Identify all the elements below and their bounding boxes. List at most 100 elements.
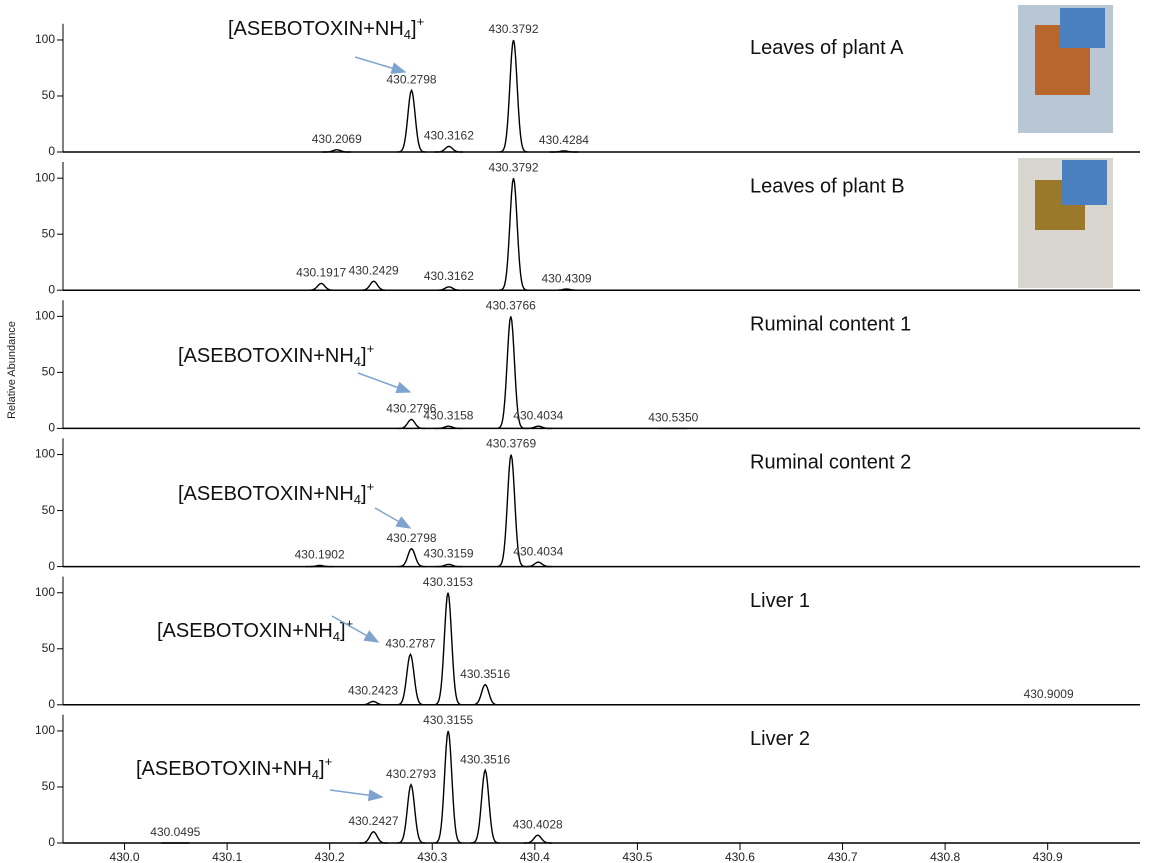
annotation-part: ] bbox=[361, 345, 367, 367]
panel-title: Ruminal content 1 bbox=[750, 313, 911, 335]
photo-glove-b bbox=[1062, 160, 1107, 205]
peak bbox=[396, 652, 425, 706]
peak-label: 430.3159 bbox=[424, 547, 474, 561]
panel-title: Liver 1 bbox=[750, 590, 810, 612]
peak bbox=[397, 88, 426, 153]
peak-label: 430.2793 bbox=[386, 767, 436, 781]
annotation-part: [ASEBOTOXIN+NH bbox=[157, 620, 333, 642]
peak-label: 430.2427 bbox=[348, 814, 398, 828]
annotation-part: ] bbox=[361, 483, 367, 505]
peak-label: 430.3769 bbox=[486, 437, 536, 451]
annotation: [ASEBOTOXIN+NH4]+ bbox=[178, 341, 374, 369]
peak bbox=[434, 730, 463, 844]
peak bbox=[524, 425, 553, 430]
peak bbox=[434, 563, 463, 568]
y-tick-label: 100 bbox=[35, 32, 55, 46]
peak-label: 430.3766 bbox=[486, 299, 536, 313]
peak bbox=[552, 288, 581, 291]
peak bbox=[499, 39, 528, 153]
x-tick-label: 430.9 bbox=[1033, 850, 1063, 863]
peak bbox=[305, 564, 334, 568]
peak-label: 430.4034 bbox=[513, 408, 563, 422]
y-tick-label: 100 bbox=[35, 585, 55, 599]
x-tick-label: 430.4 bbox=[520, 850, 550, 863]
annotation-part: 4 bbox=[333, 629, 340, 644]
annotation: [ASEBOTOXIN+NH4]+ bbox=[136, 754, 332, 782]
peak bbox=[471, 683, 500, 706]
peak-label: 430.3155 bbox=[423, 713, 473, 727]
peak bbox=[524, 561, 553, 568]
panel-title: Leaves of plant B bbox=[750, 175, 905, 197]
peak-label: 430.3158 bbox=[423, 408, 473, 422]
panel-title: Ruminal content 2 bbox=[750, 452, 911, 474]
annotation: [ASEBOTOXIN+NH4]+ bbox=[228, 14, 424, 42]
y-tick-label: 50 bbox=[42, 503, 56, 517]
peak bbox=[499, 178, 528, 291]
annotation-part: 4 bbox=[404, 27, 411, 42]
peak bbox=[397, 418, 426, 430]
x-tick-label: 430.3 bbox=[417, 850, 447, 863]
annotation: [ASEBOTOXIN+NH4]+ bbox=[178, 479, 374, 507]
y-tick-label: 100 bbox=[35, 447, 55, 461]
peak-label: 430.3162 bbox=[424, 129, 474, 143]
annotation-part: + bbox=[417, 14, 425, 29]
peak-label: 430.2423 bbox=[348, 684, 398, 698]
peak bbox=[359, 831, 388, 844]
peak bbox=[434, 145, 463, 153]
annotation-arrow bbox=[357, 372, 412, 394]
annotation-part: [ASEBOTOXIN+NH bbox=[178, 483, 354, 505]
peak-label: 430.5350 bbox=[648, 411, 698, 425]
peak-label: 430.2796 bbox=[386, 402, 436, 416]
annotation-arrow bbox=[329, 789, 384, 802]
y-tick-label: 0 bbox=[48, 835, 55, 849]
peak bbox=[359, 700, 388, 706]
x-tick-label: 430.1 bbox=[212, 850, 242, 863]
peak bbox=[550, 150, 578, 153]
annotation-part: + bbox=[346, 616, 354, 631]
y-tick-label: 100 bbox=[35, 309, 55, 323]
x-tick-label: 430.7 bbox=[828, 850, 858, 863]
annotation-part: ] bbox=[340, 620, 346, 642]
peak-label: 430.0495 bbox=[150, 825, 200, 839]
y-tick-label: 0 bbox=[48, 421, 55, 435]
peak-label: 430.2798 bbox=[387, 531, 437, 545]
peak bbox=[434, 425, 463, 430]
y-tick-label: 50 bbox=[42, 779, 56, 793]
annotation-part: 4 bbox=[354, 492, 361, 507]
annotation-arrow bbox=[354, 56, 407, 74]
y-tick-label: 100 bbox=[35, 723, 55, 737]
panel-title: Liver 2 bbox=[750, 728, 810, 750]
peak-label: 430.2787 bbox=[385, 637, 435, 651]
peak-label: 430.3516 bbox=[460, 667, 510, 681]
peak-label: 430.3153 bbox=[423, 575, 473, 589]
y-tick-label: 50 bbox=[42, 226, 56, 240]
peak-label: 430.4284 bbox=[539, 133, 589, 147]
annotation-part: [ASEBOTOXIN+NH bbox=[136, 758, 312, 780]
peak bbox=[496, 316, 525, 429]
peak bbox=[471, 768, 500, 844]
y-tick-label: 0 bbox=[48, 144, 55, 158]
annotation-part: [ASEBOTOXIN+NH bbox=[178, 345, 354, 367]
y-tick-label: 50 bbox=[42, 641, 56, 655]
y-tick-label: 50 bbox=[42, 365, 56, 379]
peak bbox=[397, 547, 426, 568]
panel-title: Leaves of plant A bbox=[750, 37, 904, 59]
peak-label: 430.1902 bbox=[295, 548, 345, 562]
peak bbox=[359, 280, 388, 291]
annotation-arrow bbox=[331, 615, 380, 643]
annotation-part: ] bbox=[319, 758, 325, 780]
annotation-part: + bbox=[367, 479, 375, 494]
y-tick-label: 100 bbox=[35, 170, 55, 184]
peak bbox=[523, 834, 552, 844]
annotation-part: + bbox=[367, 341, 375, 356]
y-axis-label: Relative Abundance bbox=[6, 321, 18, 419]
peak-label: 430.2069 bbox=[312, 132, 362, 146]
annotation-part: [ASEBOTOXIN+NH bbox=[228, 18, 404, 40]
peak bbox=[433, 592, 463, 706]
annotation-part: + bbox=[325, 754, 333, 769]
peak-label: 430.3792 bbox=[488, 160, 538, 174]
peak-label: 430.4309 bbox=[541, 271, 591, 285]
annotation-part: 4 bbox=[312, 767, 319, 782]
annotation: [ASEBOTOXIN+NH4]+ bbox=[157, 616, 353, 644]
y-tick-label: 50 bbox=[42, 88, 56, 102]
